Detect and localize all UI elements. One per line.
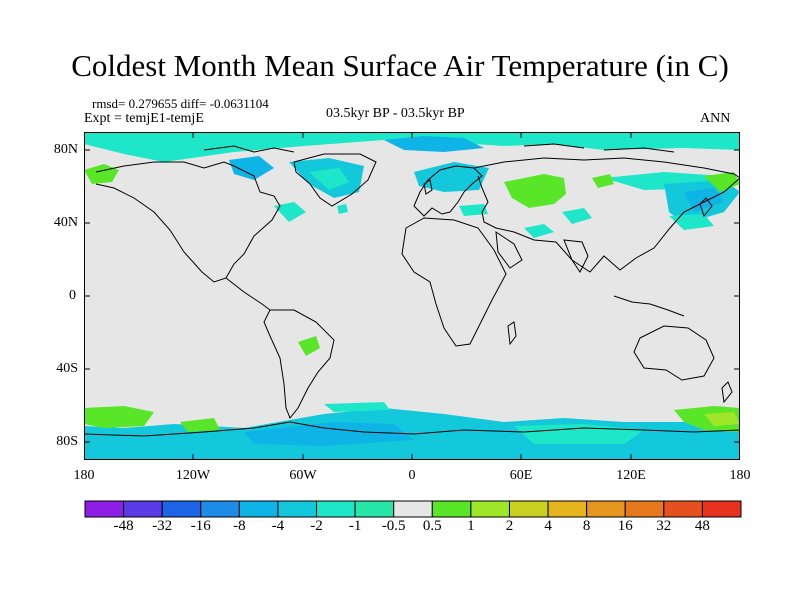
med-patch [459, 204, 488, 216]
colorbar-label: 48 [694, 518, 710, 534]
colorbar-label: 2 [505, 518, 514, 534]
colorbar-swatch [701, 500, 742, 518]
hudson-patch [229, 156, 274, 180]
sw-pacific-patch [669, 214, 714, 230]
greenland-coast [293, 153, 377, 207]
colorbar-label: -4 [271, 518, 285, 534]
africa-coast [401, 217, 507, 347]
colorbar-swatch [238, 500, 279, 518]
mideast-patch [524, 224, 554, 238]
central-asia-patch [562, 208, 592, 224]
positive-anomaly-patches [84, 164, 740, 432]
uk-coast [423, 179, 433, 195]
antarctic-positive-east-patch [674, 406, 740, 432]
antarctic-positive-west-patch [84, 406, 154, 428]
colorbar-swatch [393, 500, 433, 518]
colorbar-swatch [161, 500, 202, 518]
lat-label-80n: 80N [53, 142, 78, 157]
colorbar-swatch [470, 500, 510, 518]
arctic-islands-coast [203, 143, 675, 153]
colorbar-swatch [123, 500, 163, 518]
rmsd-diff-text: rmsd= 0.279655 diff= -0.0631104 [92, 96, 269, 111]
colorbar-swatch [624, 500, 665, 518]
colorbar-swatch [508, 500, 549, 518]
colorbar-swatch [277, 500, 318, 518]
map-background [84, 132, 740, 460]
colorbar-label: 16 [617, 518, 633, 534]
chart-title: Coldest Month Mean Surface Air Temperatu… [71, 48, 729, 83]
southern-ocean-patch [324, 402, 390, 412]
season-text: ANN [700, 111, 731, 126]
colorbar-swatch [547, 500, 588, 518]
japan-coast [699, 197, 713, 218]
lat-label-0: 0 [69, 288, 76, 303]
new-zealand-coast [721, 381, 733, 404]
colorbar-label: -2 [310, 518, 323, 534]
colorbar-label: -0.5 [381, 518, 406, 534]
south-america-coast [263, 309, 335, 419]
colorbar-swatch [84, 500, 125, 518]
madagascar-coast [507, 321, 517, 346]
colorbar [84, 500, 742, 518]
lon-label-60w: 60W [289, 468, 317, 483]
colorbar-label: 4 [544, 518, 552, 534]
ne-asia-positive-patch [704, 172, 740, 192]
colorbar-swatch [663, 500, 703, 518]
central-america-coast [225, 277, 271, 311]
colorbar-swatch [586, 500, 626, 518]
anomaly-map [84, 132, 740, 460]
india-coast [563, 239, 589, 273]
lat-label-80s: 80S [56, 434, 78, 449]
colorbar-label: -32 [152, 518, 173, 534]
antarctic-inner-patch [244, 422, 414, 446]
scandinavia-patch [414, 162, 489, 192]
siberia-positive-patch [504, 174, 566, 208]
australia-coast [633, 325, 715, 381]
colorbar-label: -16 [190, 518, 211, 534]
lon-label-60e: 60E [509, 468, 533, 483]
antarctic-positive-east-inner-patch [704, 412, 740, 426]
experiment-text: Expt = temjE1-temjE [84, 111, 204, 126]
colorbar-label: 32 [656, 518, 672, 534]
indonesia-coast [613, 295, 685, 317]
lat-label-40n: 40N [53, 215, 78, 230]
arabia-coast [495, 230, 523, 269]
colorbar-label: -1 [348, 518, 362, 534]
lon-label-120w: 120W [175, 468, 211, 483]
colorbar-label: -48 [113, 518, 134, 534]
colorbar-label: 1 [467, 518, 475, 534]
colorbar-swatch [200, 500, 240, 518]
coastlines [84, 143, 740, 437]
arctic-blue-patch [384, 136, 484, 152]
east-europe-positive-patch [592, 174, 614, 188]
europe-coast [413, 165, 483, 217]
lon-label-0: 0 [408, 468, 416, 483]
lon-label-120e: 120E [616, 468, 646, 483]
greenland-inner-patch [309, 168, 349, 190]
antarctica-coast [84, 421, 740, 437]
colorbar-swatch [431, 500, 472, 518]
lon-label-180-left: 180 [73, 468, 95, 483]
colorbar-label: 0.5 [422, 518, 442, 534]
lon-label-180-right: 180 [729, 468, 751, 483]
colorbar-label: 8 [582, 518, 591, 534]
asia-coast [473, 157, 740, 273]
south-america-positive-patch [298, 336, 320, 356]
atlantic-dot-patch [337, 204, 348, 214]
antarctic-positive-mid-patch [180, 418, 220, 432]
north-america-coast [95, 161, 281, 283]
period-text: 03.5kyr BP - 03.5kyr BP [326, 106, 465, 121]
ne-america-patch [274, 202, 306, 222]
colorbar-label: -8 [233, 518, 246, 534]
arctic-canada-patch [84, 132, 740, 162]
colorbar-swatch [316, 500, 356, 518]
lat-label-40s: 40S [56, 361, 78, 376]
colorbar-swatch [354, 500, 395, 518]
map-border [84, 132, 740, 460]
